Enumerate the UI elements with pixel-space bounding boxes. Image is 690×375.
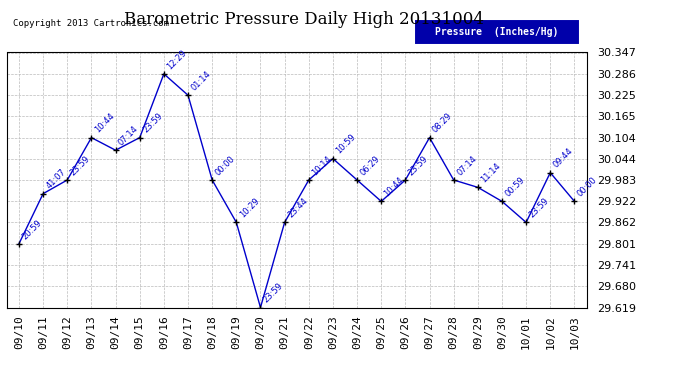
Text: 10:44: 10:44	[383, 176, 406, 199]
Text: 08:29: 08:29	[431, 112, 454, 135]
Text: 23:59: 23:59	[407, 154, 430, 177]
Text: 10:14: 10:14	[310, 154, 333, 177]
Text: Pressure  (Inches/Hg): Pressure (Inches/Hg)	[435, 27, 558, 37]
Text: Copyright 2013 Cartronics.com: Copyright 2013 Cartronics.com	[12, 20, 168, 28]
Text: 12:29: 12:29	[166, 48, 188, 71]
Text: 23:59: 23:59	[528, 196, 551, 220]
Text: 23:59: 23:59	[262, 282, 285, 305]
Text: 23:59: 23:59	[69, 154, 92, 177]
Text: 23:44: 23:44	[286, 196, 309, 220]
Text: 10:59: 10:59	[335, 133, 357, 156]
Text: 41:07: 41:07	[45, 168, 68, 191]
Text: Barometric Pressure Daily High 20131004: Barometric Pressure Daily High 20131004	[124, 11, 484, 28]
Text: 00:00: 00:00	[576, 176, 599, 199]
Text: 23:59: 23:59	[141, 112, 164, 135]
Text: 07:14: 07:14	[117, 124, 140, 147]
Text: 07:14: 07:14	[455, 154, 478, 177]
Text: 11:14: 11:14	[480, 161, 502, 184]
Text: 00:00: 00:00	[214, 154, 237, 177]
Text: 00:59: 00:59	[504, 176, 526, 199]
Text: 20:59: 20:59	[21, 218, 43, 241]
Text: 06:29: 06:29	[359, 154, 382, 177]
Text: 09:44: 09:44	[552, 147, 575, 170]
Text: 01:14: 01:14	[190, 69, 213, 93]
Text: 10:29: 10:29	[238, 196, 261, 220]
Text: 10:44: 10:44	[93, 112, 116, 135]
